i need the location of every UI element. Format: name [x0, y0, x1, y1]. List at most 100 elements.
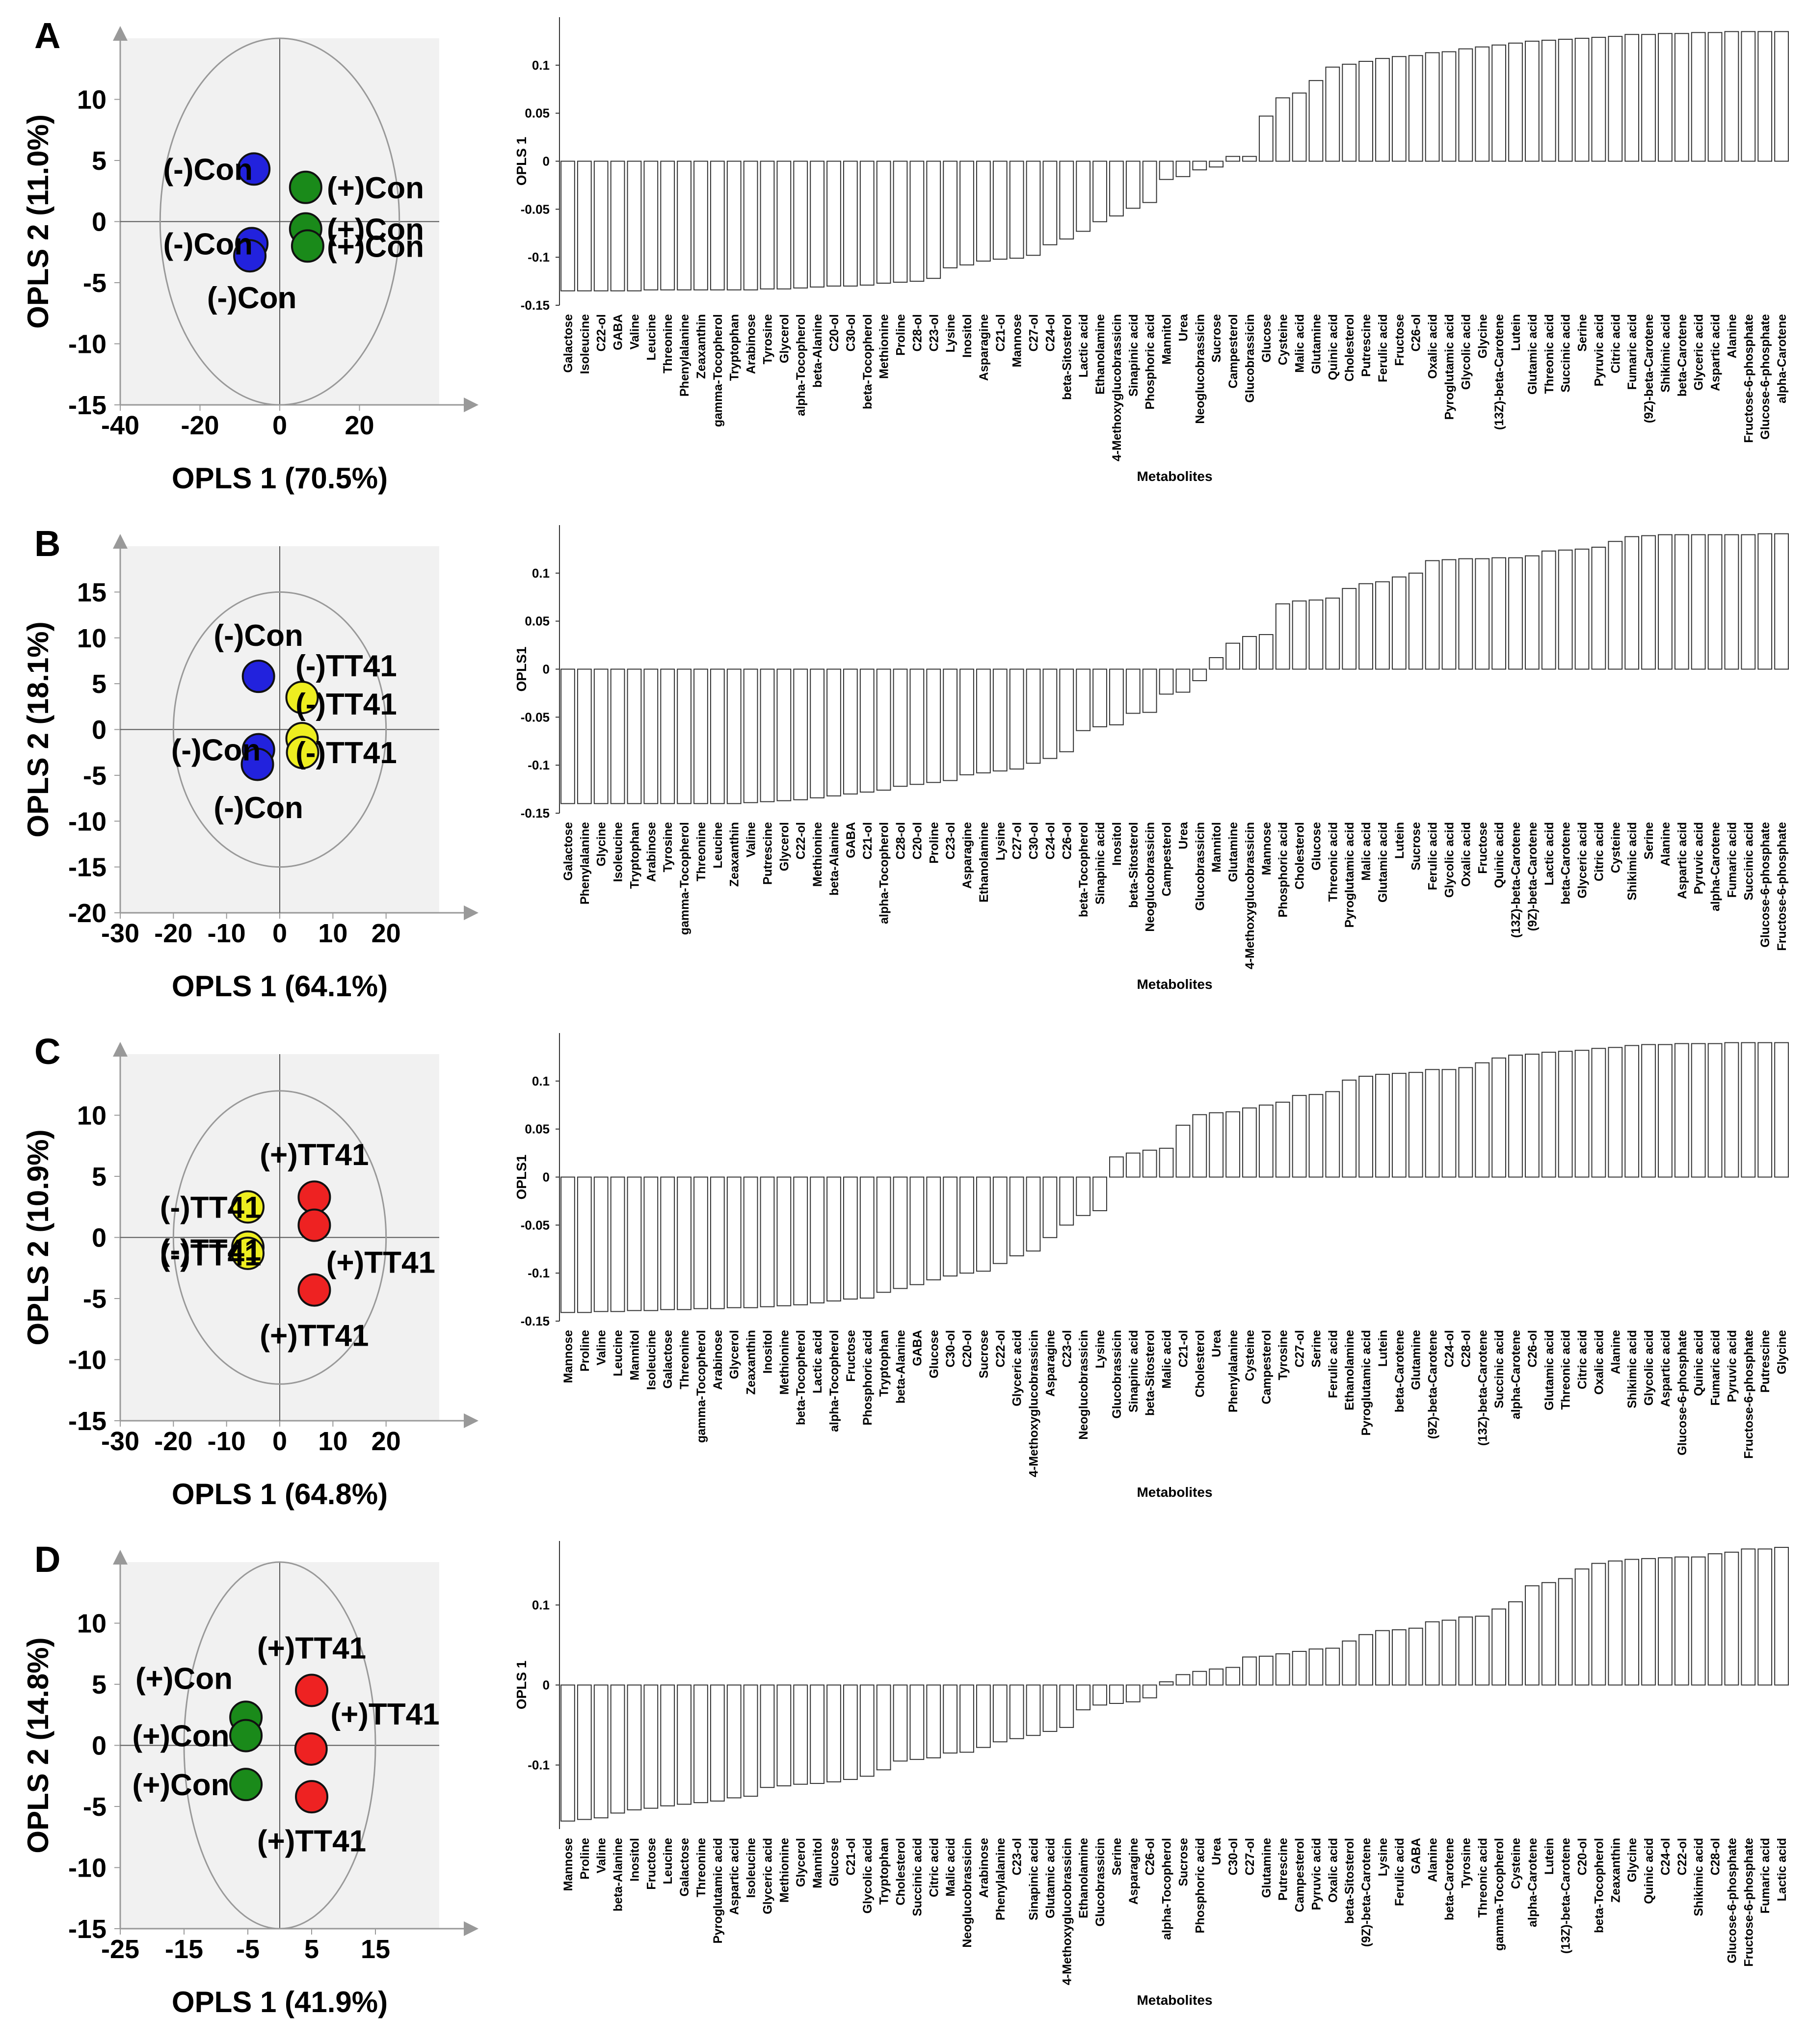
metabolite-label: Tyrosine — [761, 314, 774, 364]
metabolite-label: alpha-Tocopherol — [877, 822, 891, 924]
panel-letter: B — [34, 523, 60, 564]
metabolite-bar — [726, 1684, 742, 1799]
score-point — [229, 1719, 263, 1752]
bar-y-axis-title: OPLS1 — [514, 647, 529, 692]
score-y-tick-label: 0 — [92, 208, 106, 237]
metabolite-label: Putrescine — [1359, 314, 1373, 377]
metabolite-bar — [577, 160, 592, 292]
metabolite-label: Fructose — [644, 1838, 658, 1890]
metabolite-bar — [1757, 533, 1773, 670]
bar-y-tick-label: 0.05 — [525, 1122, 550, 1137]
metabolite-label: Asparagine — [977, 314, 991, 381]
metabolite-bar — [1375, 58, 1390, 162]
metabolite-bar — [1009, 1684, 1024, 1739]
metabolite-bar — [1059, 668, 1074, 752]
bar-y-axis-title: OPLS 1 — [514, 137, 529, 186]
metabolite-label: Zeaxanthin — [744, 1330, 758, 1395]
metabolite-label: C28-ol — [1459, 1330, 1473, 1367]
metabolite-label: Alanine — [1659, 822, 1673, 866]
metabolite-label: Fumaric acid — [1758, 1838, 1772, 1913]
metabolite-label: Alanine — [1609, 1330, 1622, 1374]
metabolite-bar — [1425, 1069, 1440, 1178]
metabolite-label: (13Z)-beta-Carotene — [1476, 1330, 1489, 1446]
metabolite-label: Glycolic acid — [1642, 1330, 1656, 1406]
metabolite-label: Glutamine — [1409, 1330, 1423, 1390]
score-point-label: (-)Con — [207, 281, 296, 315]
metabolite-label: Zeaxanthin — [1609, 1838, 1622, 1903]
metabolite-bar — [577, 668, 592, 804]
metabolite-label: C22-ol — [595, 314, 609, 351]
metabolite-bar — [1308, 1648, 1324, 1686]
metabolite-label: Serine — [1309, 1330, 1323, 1368]
metabolite-label: Glutamic acid — [1526, 314, 1540, 395]
metabolite-label: Oxalic acid — [1592, 1330, 1606, 1395]
metabolite-bar — [1491, 1057, 1507, 1178]
metabolite-bar — [1125, 1152, 1141, 1178]
metabolite-bar — [1026, 160, 1041, 256]
metabolite-label: Methionine — [877, 314, 891, 379]
metabolite-bar — [1641, 535, 1656, 670]
metabolite-bar — [1109, 1684, 1124, 1704]
metabolite-label: Phenylalanine — [678, 314, 691, 397]
metabolite-label: Asparagine — [1043, 1330, 1057, 1397]
metabolite-label: Tryptophan — [728, 314, 742, 381]
score-point-label: (+)Con — [132, 1768, 229, 1802]
metabolite-label: Phenylalanine — [578, 822, 592, 904]
metabolite-bar — [1242, 1656, 1257, 1686]
loading-bar-chart: -0.15 -0.1 -0.05 0 0.05 0.1 OPLS1 Mannose Prolin… — [514, 1033, 1789, 1500]
metabolite-label: Quinic acid — [1642, 1838, 1656, 1904]
metabolite-bar — [876, 160, 891, 284]
score-point-label: (-)Con — [163, 227, 253, 261]
metabolite-label: Tryptophan — [877, 1838, 891, 1905]
score-y-tick-label: 0 — [92, 1223, 106, 1253]
metabolite-bar — [843, 160, 858, 287]
metabolite-bar — [1375, 1074, 1390, 1178]
metabolite-bar — [1624, 1045, 1640, 1178]
score-point-label: (-)TT41 — [160, 1191, 262, 1224]
metabolite-label: Campesterol — [1226, 314, 1240, 388]
metabolite-label: Isoleucine — [578, 314, 592, 374]
metabolite-bar — [859, 668, 875, 793]
score-y-tick-label: 5 — [92, 669, 106, 699]
metabolite-label: Ethanolamine — [1093, 314, 1107, 395]
metabolite-bar — [1741, 1042, 1756, 1178]
metabolite-bar — [1707, 1043, 1723, 1178]
metabolite-label: C27-ol — [1010, 822, 1024, 859]
metabolite-label: Mannitol — [1160, 314, 1174, 365]
metabolite-bar — [943, 1684, 958, 1754]
metabolite-bar — [577, 1684, 592, 1820]
metabolite-label: (9Z)-beta-Carotene — [1359, 1838, 1373, 1947]
score-y-tick-label: 0 — [92, 716, 106, 745]
score-x-tick-label: -30 — [101, 1427, 139, 1456]
metabolite-label: C26-ol — [1409, 314, 1423, 351]
metabolite-bar — [826, 668, 841, 796]
score-point — [297, 1180, 331, 1214]
metabolite-bar — [859, 1684, 875, 1777]
metabolite-bar — [1159, 160, 1174, 180]
metabolite-bar — [1375, 581, 1390, 670]
score-point-label: (+)Con — [132, 1720, 229, 1753]
metabolite-label: Glyceric acid — [1692, 314, 1706, 391]
confidence-ellipse — [183, 1561, 376, 1930]
metabolite-label: Mannose — [561, 1330, 575, 1383]
metabolite-bar — [1558, 1578, 1573, 1686]
metabolite-label: Zeaxanthin — [694, 314, 708, 379]
score-y-tick-label: 5 — [92, 1670, 106, 1699]
metabolite-bar — [1608, 1560, 1623, 1686]
score-y-tick-label: 10 — [77, 624, 106, 653]
metabolite-bar — [992, 1176, 1008, 1264]
metabolite-label: Cysteine — [1509, 1838, 1523, 1889]
metabolite-label: Mannose — [561, 1838, 575, 1891]
metabolite-label: Lysine — [944, 314, 957, 352]
metabolite-label: Urea — [1210, 1837, 1223, 1865]
metabolite-label: Fructose — [844, 1330, 858, 1382]
score-x-tick-label: 10 — [318, 919, 347, 948]
score-x-tick-label: -30 — [101, 919, 139, 948]
metabolite-label: C20-ol — [827, 314, 841, 351]
metabolite-label: Pyroglutamic acid — [1442, 314, 1456, 420]
metabolite-label: Aspartic acid — [728, 1838, 742, 1915]
metabolite-bar — [1009, 1176, 1024, 1256]
metabolite-bar — [1026, 668, 1041, 764]
metabolite-bar — [677, 668, 691, 804]
metabolite-bar — [593, 668, 609, 804]
